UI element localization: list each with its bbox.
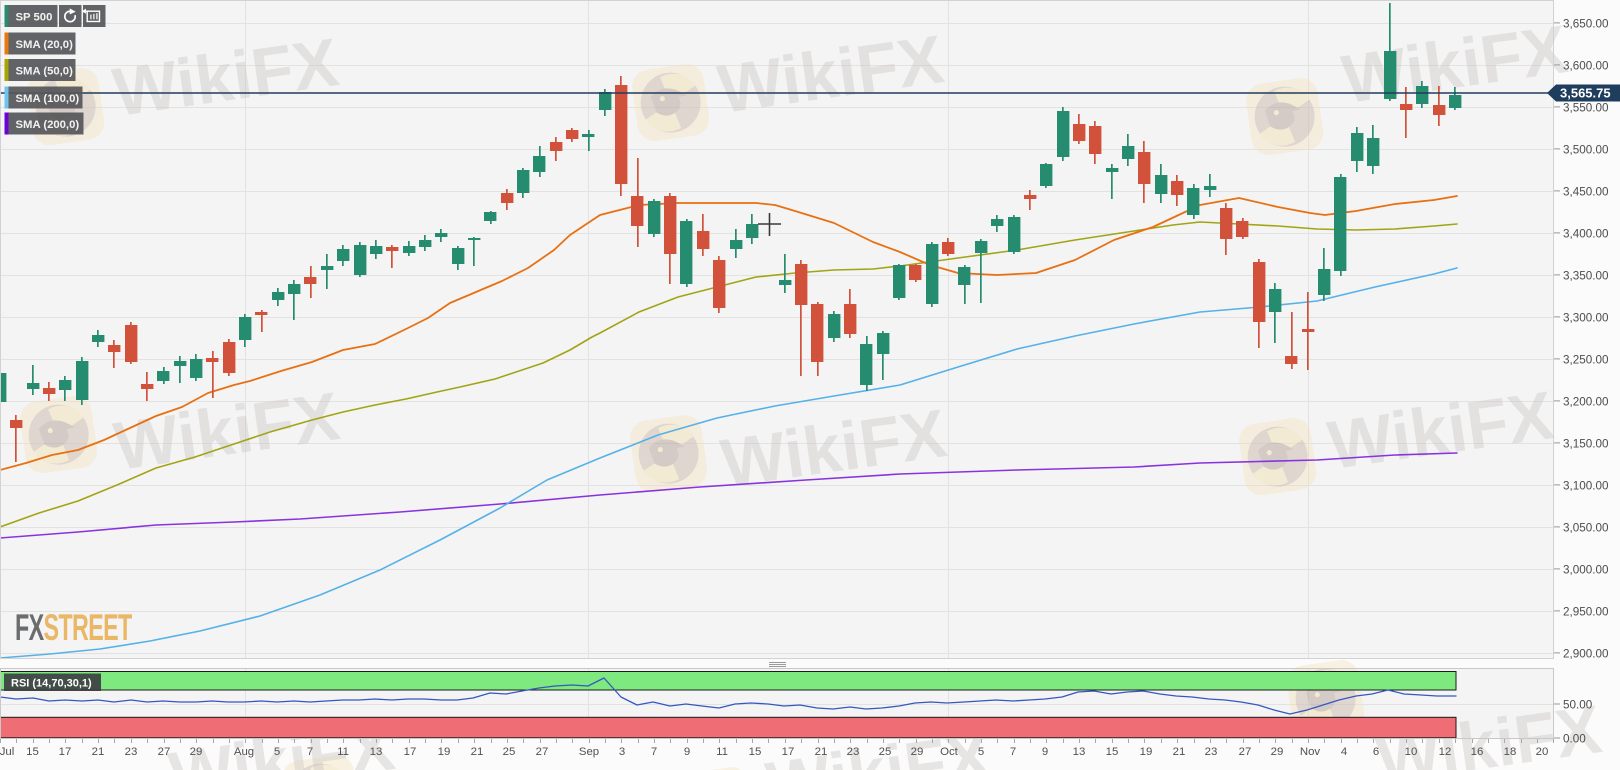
svg-text:SMA (200,0): SMA (200,0): [16, 119, 80, 131]
svg-text:9: 9: [684, 746, 690, 758]
svg-text:5: 5: [978, 746, 984, 758]
svg-text:27: 27: [536, 746, 549, 758]
svg-text:3,300.00: 3,300.00: [1563, 311, 1609, 324]
svg-text:27: 27: [1239, 746, 1252, 758]
svg-text:17: 17: [782, 746, 795, 758]
svg-text:25: 25: [879, 746, 892, 758]
svg-text:FXSTREET: FXSTREET: [15, 606, 132, 648]
svg-text:17: 17: [404, 746, 417, 758]
svg-text:21: 21: [471, 746, 484, 758]
svg-text:RSI (14,70,30,1): RSI (14,70,30,1): [11, 678, 92, 690]
svg-text:3,050.00: 3,050.00: [1563, 521, 1609, 534]
svg-text:7: 7: [651, 746, 657, 758]
svg-text:19: 19: [1140, 746, 1153, 758]
svg-text:6: 6: [1373, 746, 1379, 758]
svg-text:11: 11: [716, 746, 728, 758]
svg-text:Aug: Aug: [234, 746, 254, 758]
svg-text:50.00: 50.00: [1563, 699, 1593, 712]
svg-text:3,150.00: 3,150.00: [1563, 437, 1609, 450]
svg-text:10: 10: [1405, 746, 1418, 758]
svg-text:29: 29: [911, 746, 924, 758]
svg-text:2,950.00: 2,950.00: [1563, 605, 1609, 618]
svg-text:3,500.00: 3,500.00: [1563, 143, 1609, 156]
svg-text:13: 13: [1073, 746, 1086, 758]
svg-text:SMA (100,0): SMA (100,0): [16, 93, 80, 105]
svg-text:Jul: Jul: [0, 746, 14, 758]
svg-text:16: 16: [1471, 746, 1484, 758]
svg-text:3,565.75: 3,565.75: [1560, 86, 1611, 101]
svg-text:27: 27: [158, 746, 171, 758]
svg-text:2,900.00: 2,900.00: [1563, 647, 1609, 660]
svg-text:17: 17: [59, 746, 72, 758]
svg-text:5: 5: [274, 746, 280, 758]
svg-text:23: 23: [1205, 746, 1218, 758]
svg-text:3,100.00: 3,100.00: [1563, 479, 1609, 492]
svg-text:SMA (50,0): SMA (50,0): [16, 66, 74, 78]
svg-text:3,000.00: 3,000.00: [1563, 563, 1609, 576]
svg-text:3,350.00: 3,350.00: [1563, 269, 1609, 282]
svg-text:7: 7: [1010, 746, 1016, 758]
svg-text:SP 500: SP 500: [16, 12, 53, 24]
svg-text:Nov: Nov: [1300, 746, 1321, 758]
svg-text:23: 23: [125, 746, 138, 758]
svg-text:3: 3: [619, 746, 625, 758]
svg-text:0.00: 0.00: [1563, 733, 1586, 746]
svg-text:Oct: Oct: [940, 746, 959, 758]
svg-text:SMA (20,0): SMA (20,0): [16, 39, 74, 51]
svg-text:25: 25: [503, 746, 516, 758]
svg-text:3,250.00: 3,250.00: [1563, 353, 1609, 366]
svg-text:13: 13: [370, 746, 383, 758]
svg-text:3,550.00: 3,550.00: [1563, 101, 1609, 114]
svg-text:21: 21: [1173, 746, 1186, 758]
svg-text:9: 9: [1042, 746, 1048, 758]
svg-text:15: 15: [749, 746, 762, 758]
svg-text:12: 12: [1439, 746, 1452, 758]
svg-text:4: 4: [1341, 746, 1347, 758]
svg-text:3,450.00: 3,450.00: [1563, 185, 1609, 198]
svg-text:Sep: Sep: [579, 746, 599, 758]
svg-text:3,400.00: 3,400.00: [1563, 227, 1609, 240]
svg-text:15: 15: [1106, 746, 1119, 758]
svg-text:20: 20: [1536, 746, 1549, 758]
svg-text:3,600.00: 3,600.00: [1563, 59, 1609, 72]
svg-text:21: 21: [92, 746, 105, 758]
svg-text:7: 7: [307, 746, 313, 758]
svg-text:19: 19: [438, 746, 451, 758]
svg-text:11: 11: [337, 746, 349, 758]
svg-text:21: 21: [815, 746, 828, 758]
svg-text:29: 29: [190, 746, 203, 758]
svg-text:18: 18: [1504, 746, 1517, 758]
svg-text:15: 15: [26, 746, 39, 758]
svg-text:23: 23: [847, 746, 860, 758]
svg-text:3,650.00: 3,650.00: [1563, 17, 1609, 30]
svg-text:29: 29: [1271, 746, 1284, 758]
svg-text:3,200.00: 3,200.00: [1563, 395, 1609, 408]
